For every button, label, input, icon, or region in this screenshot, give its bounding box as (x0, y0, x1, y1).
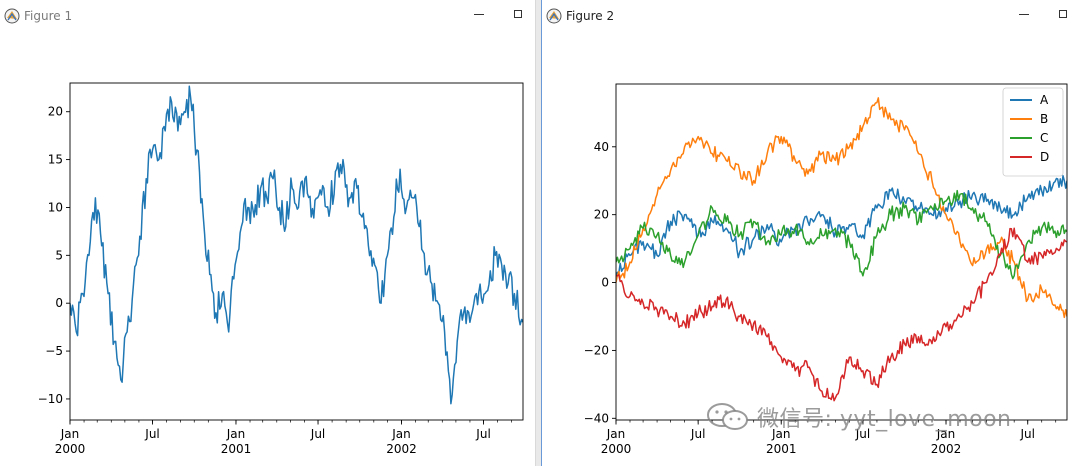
series-line-c (616, 189, 1067, 280)
minimize-button[interactable] (474, 14, 484, 15)
y-tick-label: 0 (55, 296, 63, 310)
x-tick-label: Jan (606, 427, 626, 441)
y-tick-label: 10 (48, 200, 63, 214)
y-tick-label: 5 (55, 248, 63, 262)
y-tick-label: −40 (584, 411, 609, 425)
x-tick-year-label: 2001 (766, 442, 797, 456)
x-tick-year-label: 2000 (601, 442, 632, 456)
minimize-button[interactable] (1019, 14, 1029, 15)
app-icon (4, 8, 20, 24)
legend-label-a: A (1040, 93, 1049, 107)
x-tick-label: Jan (936, 427, 956, 441)
wechat-icon (707, 403, 748, 430)
series-line-b (616, 97, 1067, 319)
y-tick-label: 0 (601, 276, 609, 290)
figure-2-window: Figure 2 −40 −20 0 20 40 Jan 2000 Jul Jan 2001 Jul… (541, 0, 1080, 466)
x-tick-label: Jan (60, 427, 80, 441)
x-tick-label: Jul (475, 427, 490, 441)
series-line-a (616, 175, 1067, 277)
y-tick-label: 15 (48, 153, 63, 167)
window-title: Figure 2 (566, 9, 615, 23)
x-tick-label: Jul (310, 427, 325, 441)
x-tick-label: Jul (855, 427, 870, 441)
legend-box (1002, 87, 1064, 177)
plot-area (70, 85, 523, 405)
maximize-button[interactable] (1059, 10, 1067, 18)
figure-1-window: Figure 1 −10 −5 0 5 10 15 20 Jan 2000 Jul Jan 2001 J… (0, 0, 536, 466)
figure-1-titlebar[interactable]: Figure 1 (0, 0, 535, 32)
watermark-text: 微信号: yyt_love_moon (757, 407, 1012, 432)
x-tick-label: Jan (771, 427, 791, 441)
window-title: Figure 1 (24, 9, 73, 23)
x-tick-year-label: 2000 (55, 442, 86, 456)
axes-frame (615, 83, 1068, 421)
x-tick-label: Jul (144, 427, 159, 441)
y-tick-label: −5 (45, 344, 63, 358)
figure-2-titlebar[interactable]: Figure 2 (542, 0, 1080, 32)
x-tick-label: Jan (226, 427, 246, 441)
legend-label-b: B (1040, 112, 1048, 126)
maximize-button[interactable] (514, 10, 522, 18)
legend-label-d: D (1040, 150, 1049, 164)
series-line-d (616, 227, 1067, 402)
y-tick-label: 40 (594, 140, 609, 154)
x-tick-label: Jan (391, 427, 411, 441)
x-tick-label: Jul (1019, 427, 1034, 441)
x-tick-year-label: 2001 (221, 442, 252, 456)
y-tick-label: −10 (38, 392, 63, 406)
app-icon (546, 8, 562, 24)
plot-area (616, 97, 1067, 402)
y-tick-label: 20 (48, 105, 63, 119)
y-tick-label: 20 (594, 208, 609, 222)
window-gap (536, 0, 541, 466)
series-line (70, 85, 523, 405)
legend-label-c: C (1040, 131, 1048, 145)
watermark: 微信号: yyt_love_moon (705, 400, 1012, 434)
axes-frame (69, 82, 524, 421)
y-tick-label: −20 (584, 343, 609, 357)
x-tick-label: Jul (690, 427, 705, 441)
x-tick-year-label: 2002 (931, 442, 962, 456)
x-tick-year-label: 2002 (386, 442, 417, 456)
